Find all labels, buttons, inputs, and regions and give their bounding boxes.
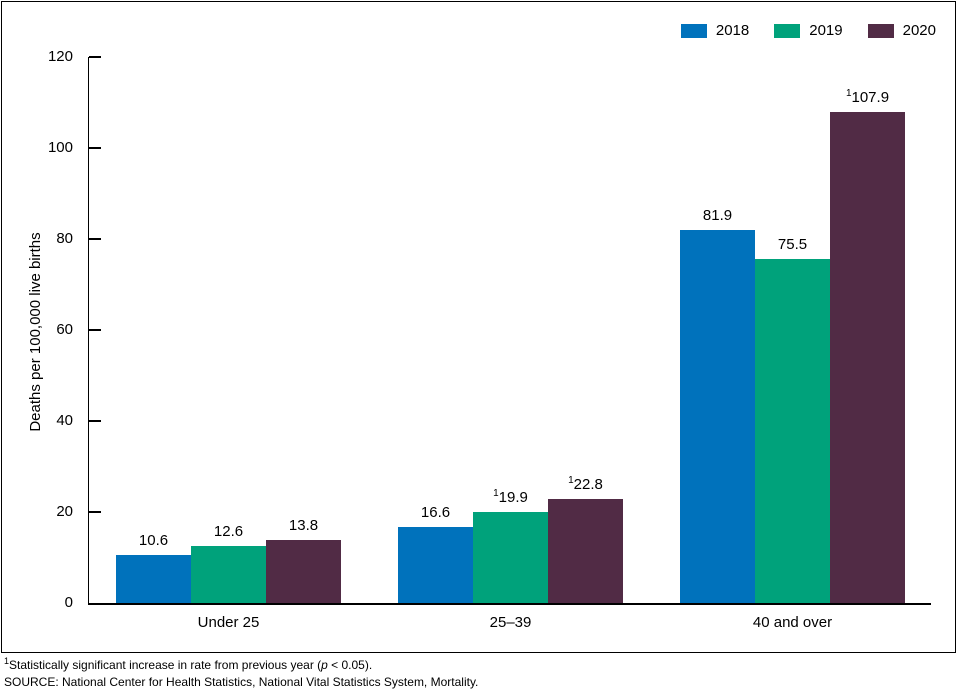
y-tick bbox=[89, 56, 101, 58]
y-tick-label: 20 bbox=[56, 503, 73, 520]
y-tick-label: 80 bbox=[56, 230, 73, 247]
x-category-label: 25–39 bbox=[489, 614, 532, 631]
y-tick bbox=[89, 238, 101, 240]
legend-swatch-2019 bbox=[774, 23, 801, 38]
y-tick-label: 120 bbox=[47, 48, 73, 65]
y-tick-label: 60 bbox=[56, 321, 73, 338]
bar-value-label: 13.8 bbox=[288, 517, 319, 535]
y-tick-label: 40 bbox=[56, 412, 73, 429]
footnotes: 1Statistically significant increase in r… bbox=[4, 657, 478, 691]
bar-2019-40-and-over bbox=[755, 259, 830, 603]
bar-value-label: 119.9 bbox=[493, 488, 528, 507]
bar-2018-40-and-over bbox=[680, 230, 755, 603]
bar-value-label: 81.9 bbox=[702, 207, 733, 225]
legend-swatch-2020 bbox=[867, 23, 894, 38]
legend: 2018 2019 2020 bbox=[680, 22, 936, 39]
legend-label-2018: 2018 bbox=[715, 22, 750, 39]
legend-item-2019: 2019 bbox=[774, 22, 843, 39]
bar-2019-25-39 bbox=[473, 512, 548, 603]
x-category-label: 40 and over bbox=[752, 614, 833, 631]
legend-label-2020: 2020 bbox=[902, 22, 936, 39]
y-tick bbox=[89, 147, 101, 149]
legend-item-2020: 2020 bbox=[867, 22, 936, 39]
y-tick-label: 0 bbox=[64, 594, 73, 611]
bar-2018-25-39 bbox=[398, 527, 473, 603]
plot-area: 0 20 40 60 80 100 120 10.6 12.6 13.8 Under 25 16.6 1… bbox=[48, 48, 931, 631]
bar-2018-under-25 bbox=[116, 554, 191, 603]
legend-item-2018: 2018 bbox=[680, 22, 750, 39]
bar-2020-40-and-over bbox=[830, 112, 905, 603]
y-tick bbox=[89, 329, 101, 331]
bar-value-label: 16.6 bbox=[420, 504, 451, 522]
y-tick-label: 100 bbox=[47, 139, 73, 156]
footnote-source: SOURCE: National Center for Health Stati… bbox=[4, 675, 479, 689]
x-axis-line bbox=[87, 603, 931, 605]
x-category-label: Under 25 bbox=[197, 614, 260, 631]
legend-label-2019: 2019 bbox=[809, 22, 843, 39]
bar-2020-25-39 bbox=[548, 499, 623, 603]
footnote-significance: 1Statistically significant increase in r… bbox=[4, 656, 373, 673]
chart-frame: 2018 2019 2020 Deaths per 100,000 live bir… bbox=[1, 1, 956, 653]
y-tick bbox=[89, 511, 101, 513]
y-tick bbox=[89, 420, 101, 422]
bar-value-label: 122.8 bbox=[568, 475, 603, 494]
bar-value-label: 75.5 bbox=[777, 236, 808, 254]
bar-2020-under-25 bbox=[266, 540, 341, 603]
bar-value-label: 10.6 bbox=[138, 531, 169, 549]
legend-swatch-2018 bbox=[680, 23, 707, 38]
bar-value-label: 1107.9 bbox=[845, 88, 890, 107]
bar-2019-under-25 bbox=[191, 545, 266, 603]
footnote-marker: 1 bbox=[4, 656, 10, 666]
bar-value-label: 12.6 bbox=[213, 522, 244, 540]
